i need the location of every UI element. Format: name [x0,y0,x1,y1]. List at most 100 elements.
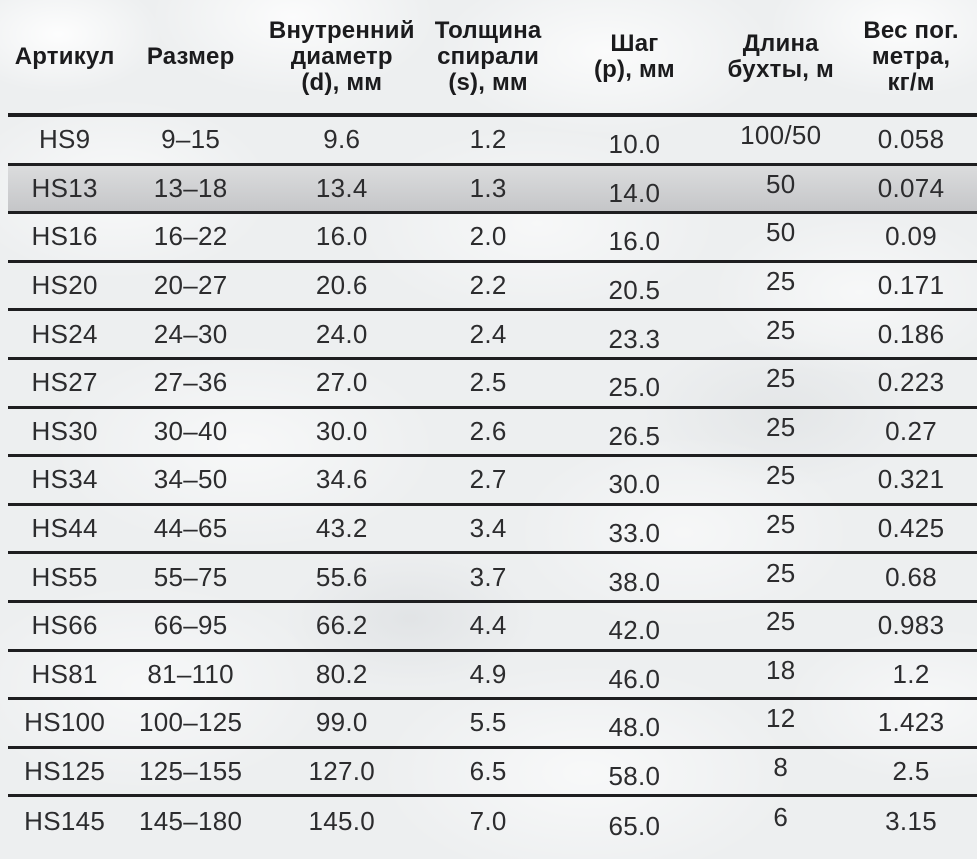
cell-size: 24–30 [153,318,228,349]
table-row: HS125 125–155 127.0 6.5 58.0 8 2.5 [8,749,977,798]
cell-article: HS44 [31,513,98,544]
cell-article: HS24 [31,318,98,349]
cell-article: HS81 [31,658,98,689]
cell-weight: 0.058 [877,124,945,155]
cell-coil-length: 12 [765,703,796,734]
table-row: HS20 20–27 20.6 2.2 20.5 25 0.171 [8,263,977,312]
cell-coil-length: 25 [765,509,796,540]
table-row: HS145 145–180 145.0 7.0 65.0 6 3.15 [8,797,977,846]
cell-article: HS13 [31,172,98,203]
column-header-weight: Вес пог. метра, кг/м [863,16,959,96]
cell-size: 66–95 [153,610,228,641]
cell-inner-diameter: 13.4 [315,172,368,203]
cell-article: HS20 [31,270,98,301]
table-row: HS34 34–50 34.6 2.7 30.0 25 0.321 [8,457,977,506]
cell-size: 145–180 [138,806,243,837]
column-header-inner-diameter: Внутренний диаметр (d), мм [268,16,415,96]
cell-coil-length: 25 [765,460,796,491]
cell-weight: 0.425 [877,513,945,544]
spec-table: Артикул Размер Внутренний диаметр (d), м… [8,0,977,846]
cell-article: HS100 [24,707,106,738]
cell-article: HS16 [31,221,98,252]
cell-inner-diameter: 80.2 [315,658,368,689]
cell-size: 100–125 [138,707,243,738]
table-row: HS13 13–18 13.4 1.3 14.0 50 0.074 [8,165,977,215]
cell-article: HS55 [31,561,98,592]
cell-weight: 1.423 [877,707,945,738]
table-row: HS44 44–65 43.2 3.4 33.0 25 0.425 [8,506,977,555]
cell-size: 13–18 [153,172,228,203]
cell-inner-diameter: 43.2 [315,513,368,544]
cell-size: 44–65 [153,513,228,544]
cell-article: HS145 [24,806,106,837]
cell-pitch: 42.0 [608,615,661,646]
cell-inner-diameter: 16.0 [315,221,368,252]
cell-weight: 0.27 [885,415,937,446]
cell-weight: 2.5 [892,756,930,787]
table-row: HS55 55–75 55.6 3.7 38.0 25 0.68 [8,554,977,603]
cell-pitch: 20.5 [608,275,661,306]
cell-article: HS30 [31,415,98,446]
cell-size: 34–50 [153,464,228,495]
cell-coil-length: 50 [765,217,796,248]
table-header-row: Артикул Размер Внутренний диаметр (d), м… [8,0,977,117]
cell-inner-diameter: 127.0 [308,756,376,787]
cell-pitch: 30.0 [608,469,661,500]
cell-article: HS27 [31,367,98,398]
cell-article: HS125 [24,756,106,787]
cell-article: HS66 [31,610,98,641]
cell-pitch: 10.0 [608,129,661,160]
cell-inner-diameter: 30.0 [315,415,368,446]
cell-coil-length: 25 [765,411,796,442]
cell-spiral-thickness: 4.4 [469,610,507,641]
cell-weight: 0.074 [877,172,945,203]
cell-size: 9–15 [161,124,221,155]
cell-weight: 0.321 [877,464,945,495]
table-row: HS30 30–40 30.0 2.6 26.5 25 0.27 [8,409,977,458]
cell-inner-diameter: 27.0 [315,367,368,398]
cell-coil-length: 18 [765,654,796,685]
column-header-coil-length: Длина бухты, м [727,29,834,83]
cell-inner-diameter: 99.0 [315,707,368,738]
cell-spiral-thickness: 7.0 [469,806,507,837]
cell-inner-diameter: 24.0 [315,318,368,349]
cell-inner-diameter: 20.6 [315,270,368,301]
cell-inner-diameter: 34.6 [315,464,368,495]
cell-coil-length: 25 [765,557,796,588]
cell-weight: 3.15 [885,806,937,837]
cell-pitch: 33.0 [608,518,661,549]
table-body: HS9 9–15 9.6 1.2 10.0 100/50 0.058 HS13 … [8,117,977,846]
cell-spiral-thickness: 2.7 [469,464,507,495]
cell-weight: 0.68 [885,561,937,592]
cell-weight: 0.223 [877,367,945,398]
cell-weight: 1.2 [892,658,930,689]
cell-pitch: 38.0 [608,566,661,597]
table-row: HS9 9–15 9.6 1.2 10.0 100/50 0.058 [8,117,977,166]
cell-coil-length: 25 [765,606,796,637]
cell-weight: 0.171 [877,270,945,301]
cell-spiral-thickness: 2.0 [469,221,507,252]
cell-pitch: 25.0 [608,372,661,403]
table-row: HS100 100–125 99.0 5.5 48.0 12 1.423 [8,700,977,749]
cell-pitch: 26.5 [608,420,661,451]
cell-inner-diameter: 9.6 [323,124,361,155]
cell-coil-length: 6 [773,802,789,833]
cell-coil-length: 8 [773,752,789,783]
column-header-spiral-thickness: Толщина спирали (s), мм [434,16,542,96]
cell-coil-length: 25 [765,266,796,297]
cell-size: 125–155 [138,756,243,787]
cell-size: 55–75 [153,561,228,592]
cell-spiral-thickness: 1.2 [469,124,507,155]
cell-spiral-thickness: 6.5 [469,756,507,787]
cell-spiral-thickness: 3.7 [469,561,507,592]
table-row: HS81 81–110 80.2 4.9 46.0 18 1.2 [8,652,977,701]
cell-coil-length: 25 [765,314,796,345]
cell-size: 27–36 [153,367,228,398]
table-row: HS66 66–95 66.2 4.4 42.0 25 0.983 [8,603,977,652]
cell-pitch: 16.0 [608,226,661,257]
cell-spiral-thickness: 2.6 [469,415,507,446]
cell-spiral-thickness: 5.5 [469,707,507,738]
table-row: HS16 16–22 16.0 2.0 16.0 50 0.09 [8,214,977,263]
column-header-article: Артикул [14,42,115,70]
